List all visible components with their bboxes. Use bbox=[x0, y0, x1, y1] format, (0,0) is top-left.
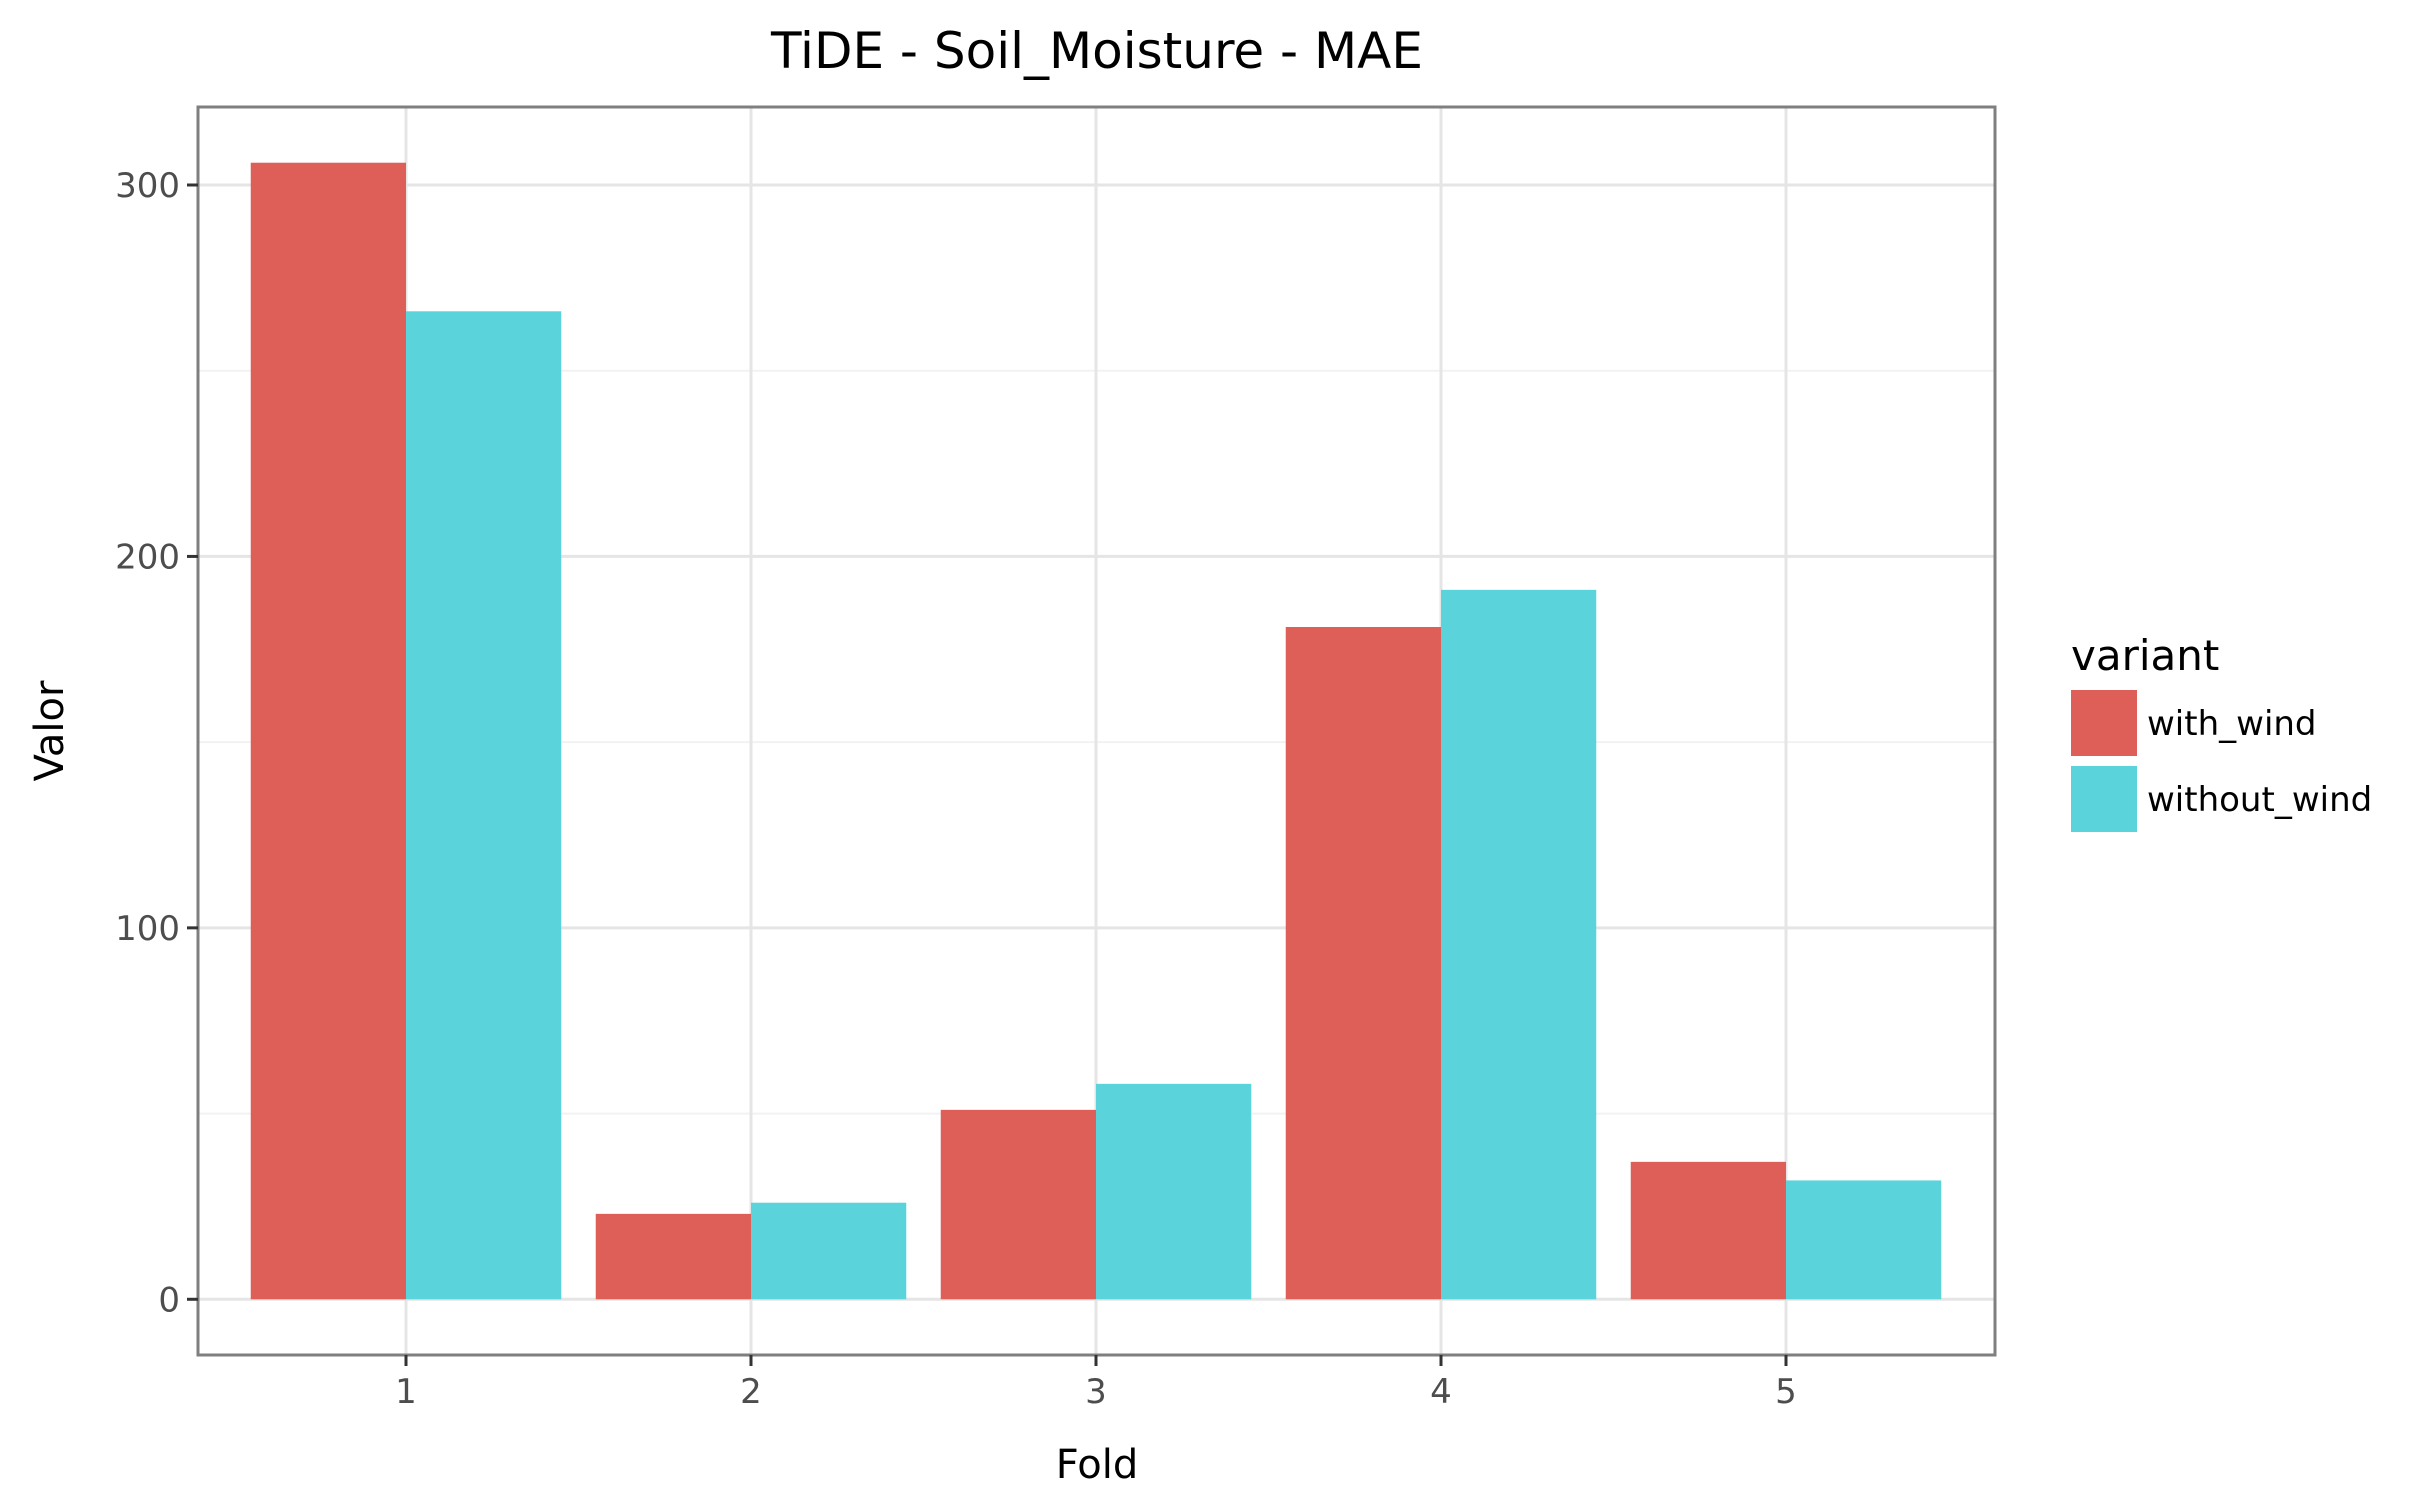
bar-with_wind-fold-1 bbox=[250, 162, 406, 1300]
x-tick-label: 1 bbox=[395, 1372, 417, 1412]
bar-with_wind-fold-5 bbox=[1630, 1161, 1786, 1300]
y-tick-label: 300 bbox=[115, 166, 180, 206]
legend-key-with_wind bbox=[2071, 690, 2137, 756]
y-tick-label: 200 bbox=[115, 537, 180, 577]
bar-with_wind-fold-2 bbox=[595, 1213, 751, 1300]
bar-without_wind-fold-4 bbox=[1441, 589, 1597, 1300]
x-axis-title: Fold bbox=[1056, 1442, 1139, 1488]
y-axis: 0 100 200 300 bbox=[115, 166, 198, 1320]
legend-title: variant bbox=[2071, 631, 2219, 680]
bar-without_wind-fold-2 bbox=[751, 1202, 907, 1300]
y-tick-label: 100 bbox=[115, 909, 180, 949]
plot-panel bbox=[196, 105, 1997, 1357]
x-tick-label: 3 bbox=[1085, 1372, 1107, 1412]
legend-key-without_wind bbox=[2071, 766, 2137, 832]
bar-without_wind-fold-3 bbox=[1096, 1083, 1252, 1300]
legend-items: with_wind without_wind bbox=[2071, 690, 2372, 832]
bar-without_wind-fold-1 bbox=[406, 311, 562, 1300]
x-axis: 1 2 3 4 5 bbox=[395, 1355, 1797, 1412]
y-axis-title: Valor bbox=[27, 680, 73, 781]
x-tick-label: 2 bbox=[740, 1372, 762, 1412]
bar-without_wind-fold-5 bbox=[1786, 1180, 1942, 1300]
x-tick-label: 5 bbox=[1775, 1372, 1797, 1412]
y-tick-label: 0 bbox=[158, 1280, 180, 1320]
legend-label-without_wind: without_wind bbox=[2147, 780, 2372, 820]
chart-title: TiDE - Soil_Moisture - MAE bbox=[770, 22, 1423, 80]
bar-with_wind-fold-4 bbox=[1285, 627, 1441, 1300]
x-tick-label: 4 bbox=[1430, 1372, 1452, 1412]
legend-label-with_wind: with_wind bbox=[2147, 704, 2317, 744]
legend: variant with_wind without_wind bbox=[2071, 631, 2372, 832]
bar-with_wind-fold-3 bbox=[940, 1109, 1096, 1300]
bars bbox=[250, 162, 1942, 1300]
